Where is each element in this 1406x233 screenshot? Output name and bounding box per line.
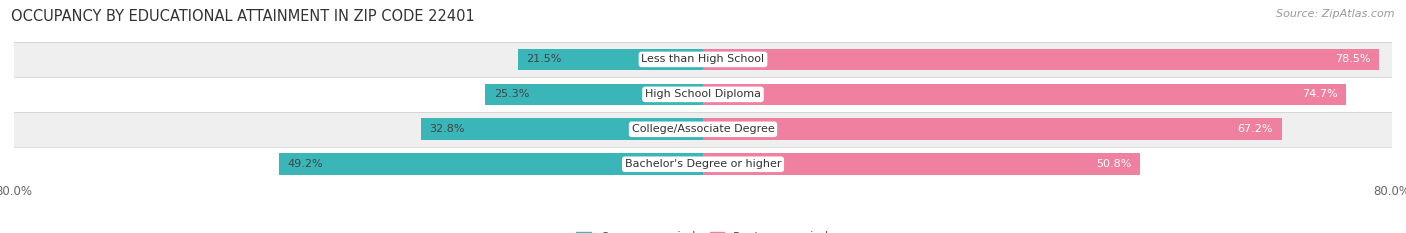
Bar	[517, 49, 703, 70]
Text: High School Diploma: High School Diploma	[645, 89, 761, 99]
Text: 67.2%: 67.2%	[1237, 124, 1272, 134]
Text: College/Associate Degree: College/Associate Degree	[631, 124, 775, 134]
Bar	[14, 147, 1392, 182]
Bar	[703, 154, 1140, 175]
Text: OCCUPANCY BY EDUCATIONAL ATTAINMENT IN ZIP CODE 22401: OCCUPANCY BY EDUCATIONAL ATTAINMENT IN Z…	[11, 9, 475, 24]
Text: 25.3%: 25.3%	[494, 89, 529, 99]
Text: Bachelor's Degree or higher: Bachelor's Degree or higher	[624, 159, 782, 169]
Legend: Owner-occupied, Renter-occupied: Owner-occupied, Renter-occupied	[572, 226, 834, 233]
Bar	[485, 84, 703, 105]
Text: Less than High School: Less than High School	[641, 55, 765, 64]
Bar	[14, 42, 1392, 77]
Bar	[280, 154, 703, 175]
Bar	[14, 77, 1392, 112]
Text: 78.5%: 78.5%	[1334, 55, 1371, 64]
Bar	[14, 112, 1392, 147]
Bar	[703, 118, 1282, 140]
Text: 49.2%: 49.2%	[288, 159, 323, 169]
Text: Source: ZipAtlas.com: Source: ZipAtlas.com	[1277, 9, 1395, 19]
Text: 50.8%: 50.8%	[1097, 159, 1132, 169]
Bar	[420, 118, 703, 140]
Text: 21.5%: 21.5%	[526, 55, 562, 64]
Bar	[703, 84, 1347, 105]
Text: 74.7%: 74.7%	[1302, 89, 1337, 99]
Bar	[703, 49, 1379, 70]
Text: 32.8%: 32.8%	[429, 124, 464, 134]
